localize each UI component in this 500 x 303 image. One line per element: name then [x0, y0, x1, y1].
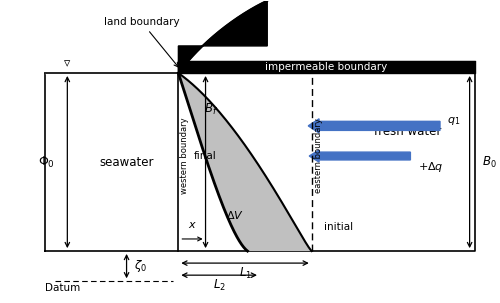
- Text: $\Delta V$: $\Delta V$: [226, 209, 244, 221]
- Text: $L_1$: $L_1$: [238, 266, 252, 281]
- Text: $+ \Delta q$: $+ \Delta q$: [418, 160, 444, 174]
- FancyArrow shape: [308, 119, 440, 133]
- Text: Datum: Datum: [45, 283, 80, 293]
- Text: $L_2$: $L_2$: [212, 278, 226, 293]
- Polygon shape: [178, 73, 312, 251]
- FancyArrow shape: [309, 150, 410, 162]
- Text: initial: initial: [324, 222, 354, 232]
- Text: impermeable boundary: impermeable boundary: [266, 62, 388, 72]
- Text: eastern boundary: eastern boundary: [314, 118, 322, 193]
- Text: $\triangledown$: $\triangledown$: [63, 57, 72, 70]
- Text: $x$: $x$: [188, 220, 196, 230]
- Text: $q_1$: $q_1$: [448, 115, 460, 127]
- Text: $\Phi_0$: $\Phi_0$: [38, 155, 55, 170]
- Text: western boundary: western boundary: [180, 118, 190, 194]
- Polygon shape: [178, 1, 267, 73]
- Text: seawater: seawater: [100, 155, 154, 168]
- Text: $B_f$: $B_f$: [204, 102, 218, 117]
- Text: $B_0$: $B_0$: [482, 155, 496, 170]
- Text: $\zeta_0$: $\zeta_0$: [134, 258, 147, 274]
- Text: fresh water: fresh water: [374, 125, 442, 138]
- Text: land boundary: land boundary: [104, 17, 179, 67]
- Text: final: final: [194, 151, 217, 161]
